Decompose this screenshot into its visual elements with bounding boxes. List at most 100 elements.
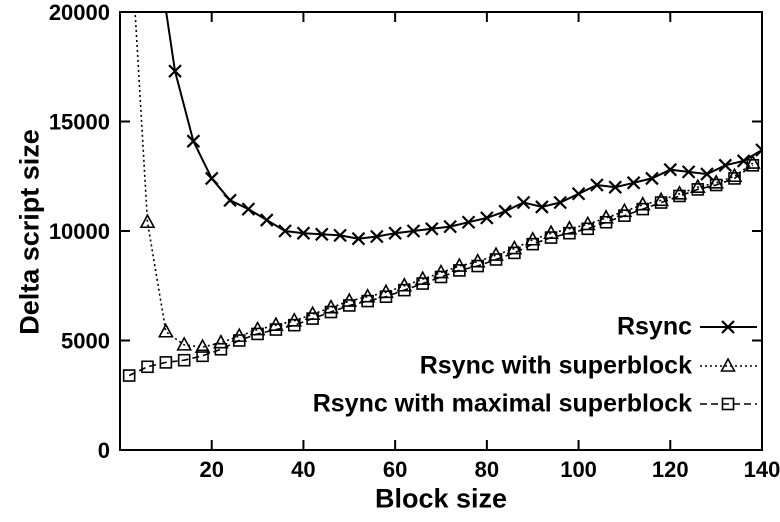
triangle-marker	[744, 154, 761, 169]
cross-marker	[241, 202, 256, 216]
plot-frame	[119, 11, 763, 451]
cross-marker	[314, 227, 329, 242]
cross-marker	[681, 165, 696, 179]
square-marker	[728, 172, 741, 185]
square-marker	[342, 299, 356, 312]
cross-marker	[370, 229, 384, 244]
square-marker	[177, 353, 191, 367]
y-tick-label: 10000	[49, 219, 110, 244]
square-marker	[673, 189, 686, 203]
y-tick-label: 20000	[49, 0, 110, 25]
x-axis-title: Block size	[374, 483, 508, 514]
square-marker	[526, 237, 540, 251]
cross-marker	[571, 186, 586, 201]
legend-label-rsync: Rsync	[616, 312, 692, 341]
triangle-marker	[213, 334, 229, 349]
square-marker	[654, 196, 668, 209]
cross-marker	[553, 195, 568, 210]
x-tick-label: 120	[652, 457, 689, 482]
cross-marker	[425, 222, 439, 236]
cross-marker	[259, 213, 274, 227]
triangle-marker	[720, 357, 736, 372]
triangle-marker	[653, 191, 669, 207]
square-marker	[563, 226, 576, 240]
cross-marker	[663, 162, 678, 177]
square-marker	[471, 259, 484, 273]
square-marker	[306, 312, 319, 325]
square-marker	[269, 323, 283, 336]
square-marker	[709, 178, 723, 192]
triangle-marker	[194, 338, 211, 353]
triangle-marker	[689, 178, 706, 193]
cross-marker	[721, 320, 735, 334]
triangle-marker	[139, 213, 156, 229]
series-0	[165, 12, 762, 246]
cross-marker	[535, 200, 549, 214]
cross-marker	[461, 215, 476, 230]
square-marker	[122, 369, 136, 382]
square-marker	[581, 222, 595, 236]
x-tick-label: 140	[744, 457, 780, 482]
square-marker	[416, 277, 429, 290]
cross-marker	[333, 228, 347, 243]
cross-marker	[186, 134, 201, 148]
cross-marker	[388, 226, 402, 240]
square-marker	[214, 342, 228, 356]
cross-marker	[608, 180, 623, 194]
x-tick-label: 40	[291, 457, 315, 482]
triangle-marker	[158, 323, 174, 338]
square-marker	[379, 290, 393, 304]
cross-marker	[168, 64, 182, 78]
triangle-marker	[671, 185, 688, 200]
series-line-0	[165, 12, 762, 240]
cross-marker	[443, 219, 457, 234]
square-marker	[232, 334, 246, 347]
cross-marker	[480, 211, 494, 225]
cross-marker	[498, 204, 512, 219]
cross-marker	[590, 178, 604, 192]
x-tick-label: 20	[199, 457, 223, 482]
cross-marker	[278, 224, 292, 238]
cross-marker	[406, 224, 421, 238]
square-marker	[508, 246, 521, 260]
square-marker	[453, 264, 466, 277]
cross-marker	[296, 226, 311, 240]
square-marker	[159, 356, 173, 369]
triangle-marker	[708, 174, 724, 189]
y-axis-title: Delta script size	[14, 129, 45, 335]
cross-marker	[718, 158, 733, 173]
y-tick-label: 0	[98, 438, 110, 463]
x-tick-label: 60	[383, 457, 407, 482]
series-2	[122, 159, 760, 382]
cross-marker	[204, 171, 219, 186]
y-tick-label: 15000	[49, 110, 110, 135]
legend-sample-1	[700, 357, 757, 372]
square-marker	[746, 159, 760, 172]
legend-label-rsync-with-superblock: Rsync with superblock	[419, 351, 692, 380]
square-marker	[721, 397, 735, 411]
triangle-marker	[176, 336, 193, 351]
cross-marker	[223, 193, 237, 208]
legend-label-rsync-with-maximal-superblock: Rsync with maximal superblock	[312, 389, 692, 418]
square-marker	[489, 253, 503, 266]
cross-marker	[645, 171, 659, 186]
square-marker	[196, 349, 209, 363]
square-marker	[618, 209, 631, 222]
legend-sample-0	[700, 320, 757, 334]
square-marker	[636, 202, 650, 216]
square-marker	[287, 318, 301, 332]
y-tick-label: 5000	[61, 329, 110, 354]
cross-marker	[516, 195, 531, 210]
square-marker	[361, 294, 374, 308]
square-marker	[251, 327, 264, 341]
square-marker	[324, 305, 338, 319]
cross-marker	[626, 176, 641, 190]
cross-marker	[755, 143, 762, 157]
x-tick-label: 100	[560, 457, 597, 482]
square-marker	[691, 183, 705, 196]
square-marker	[141, 360, 154, 374]
legend-sample-2	[700, 397, 757, 411]
cross-marker	[351, 231, 366, 246]
